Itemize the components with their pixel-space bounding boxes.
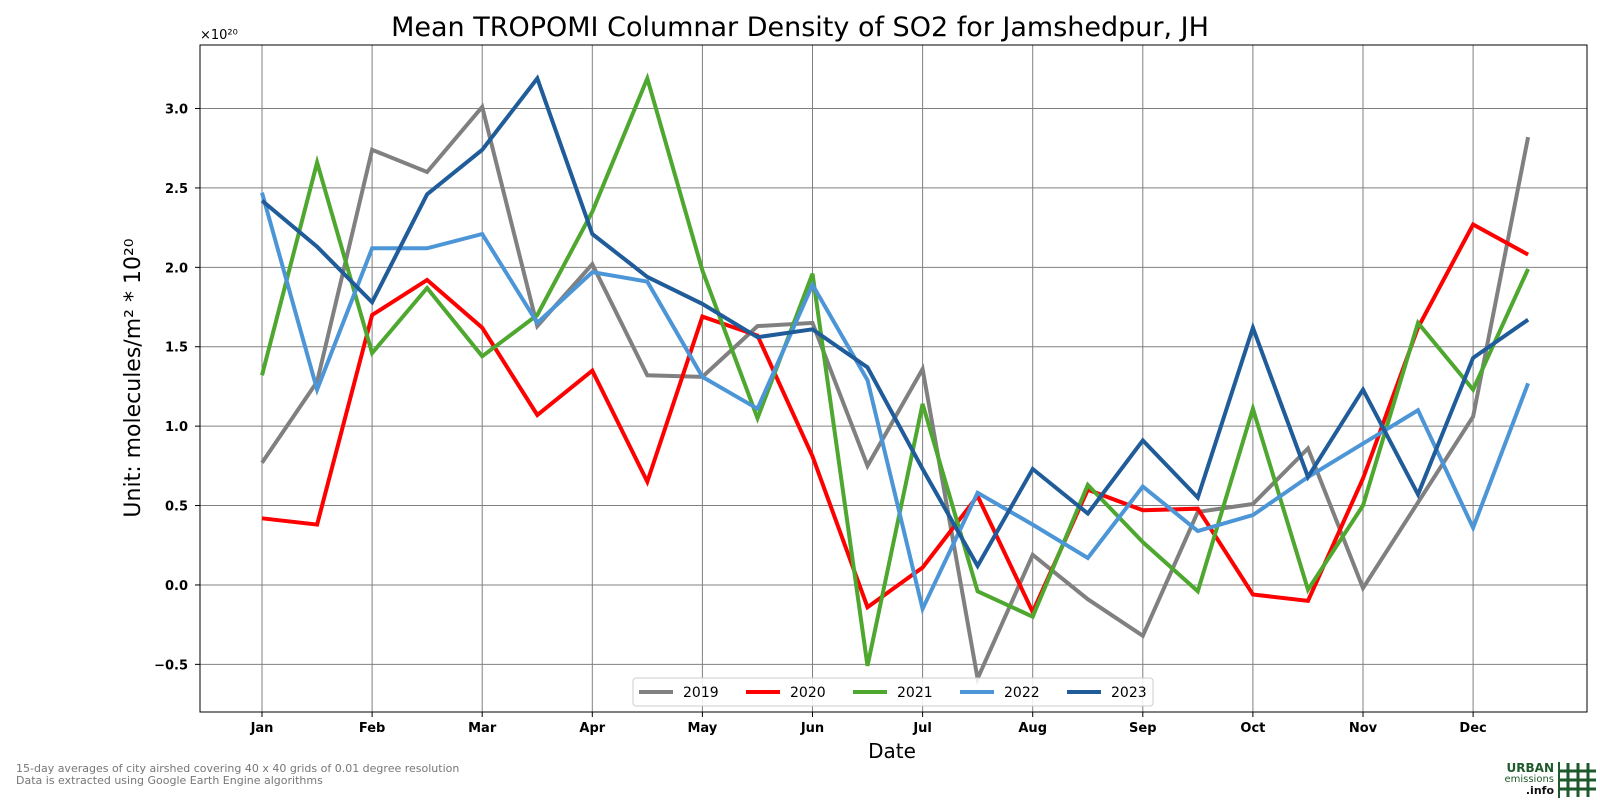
legend: 2019 2020 2021 2022 2023 xyxy=(632,677,1154,707)
y-tick-label: 0.5 xyxy=(165,500,188,515)
x-axis-label: Date xyxy=(868,739,916,763)
legend-label-2019: 2019 xyxy=(683,685,719,701)
footnote-line-1: 15-day averages of city airshed covering… xyxy=(16,762,460,775)
y-tick-label: 2.5 xyxy=(165,182,188,197)
x-tick-label: Jan xyxy=(250,721,274,736)
x-tick-label: May xyxy=(688,721,718,736)
y-tick-label: 1.5 xyxy=(165,341,188,356)
axis-ticks: −0.5 0.0 0.5 1.0 1.5 2.0 2.5 3.0 Jan Feb Mar Apr May… xyxy=(154,103,1487,736)
x-tick-label: Oct xyxy=(1240,721,1265,736)
logo-line-1: URBAN xyxy=(1506,761,1554,775)
x-tick-label: Sep xyxy=(1129,721,1157,736)
legend-label-2022: 2022 xyxy=(1004,685,1040,701)
series-line-2020 xyxy=(261,221,1530,617)
y-tick-label: 3.0 xyxy=(165,103,188,118)
legend-label-2021: 2021 xyxy=(897,685,933,701)
x-tick-label: Jun xyxy=(800,721,824,736)
legend-label-2020: 2020 xyxy=(790,685,826,701)
series-line-2021 xyxy=(260,72,1530,667)
urbanemissions-logo: URBAN emissions .info xyxy=(1500,762,1598,798)
series-lines xyxy=(260,72,1531,686)
offset-text: ×10²⁰ xyxy=(200,28,238,43)
x-tick-label: Nov xyxy=(1349,721,1378,736)
x-tick-label: Mar xyxy=(468,721,497,736)
x-tick-label: Jul xyxy=(912,721,932,736)
chart-title: Mean TROPOMI Columnar Density of SO2 for… xyxy=(391,12,1209,43)
x-tick-label: Dec xyxy=(1459,721,1486,736)
y-tick-label: 0.0 xyxy=(165,579,188,594)
y-axis-label: Unit: molecules/m² * 10²⁰ xyxy=(121,238,146,517)
logo-line-3: .info xyxy=(1525,784,1554,797)
footnote-line-2: Data is extracted using Google Earth Eng… xyxy=(16,774,323,787)
y-tick-label: 2.0 xyxy=(165,261,188,276)
x-tick-label: Apr xyxy=(579,721,605,736)
series-line-2022 xyxy=(260,192,1530,615)
grid xyxy=(200,45,1587,712)
legend-label-2023: 2023 xyxy=(1111,685,1147,701)
x-tick-label: Aug xyxy=(1018,721,1047,736)
plot-frame xyxy=(199,44,1588,713)
y-tick-label: 1.0 xyxy=(165,420,188,435)
legend-box xyxy=(632,677,1154,707)
y-tick-label: −0.5 xyxy=(154,658,188,673)
series-line-2019 xyxy=(260,102,1531,686)
x-tick-label: Feb xyxy=(359,721,385,736)
grid-logo-icon xyxy=(1558,762,1596,798)
series-line-2023 xyxy=(260,74,1530,570)
logo-line-2: emissions xyxy=(1504,774,1554,785)
